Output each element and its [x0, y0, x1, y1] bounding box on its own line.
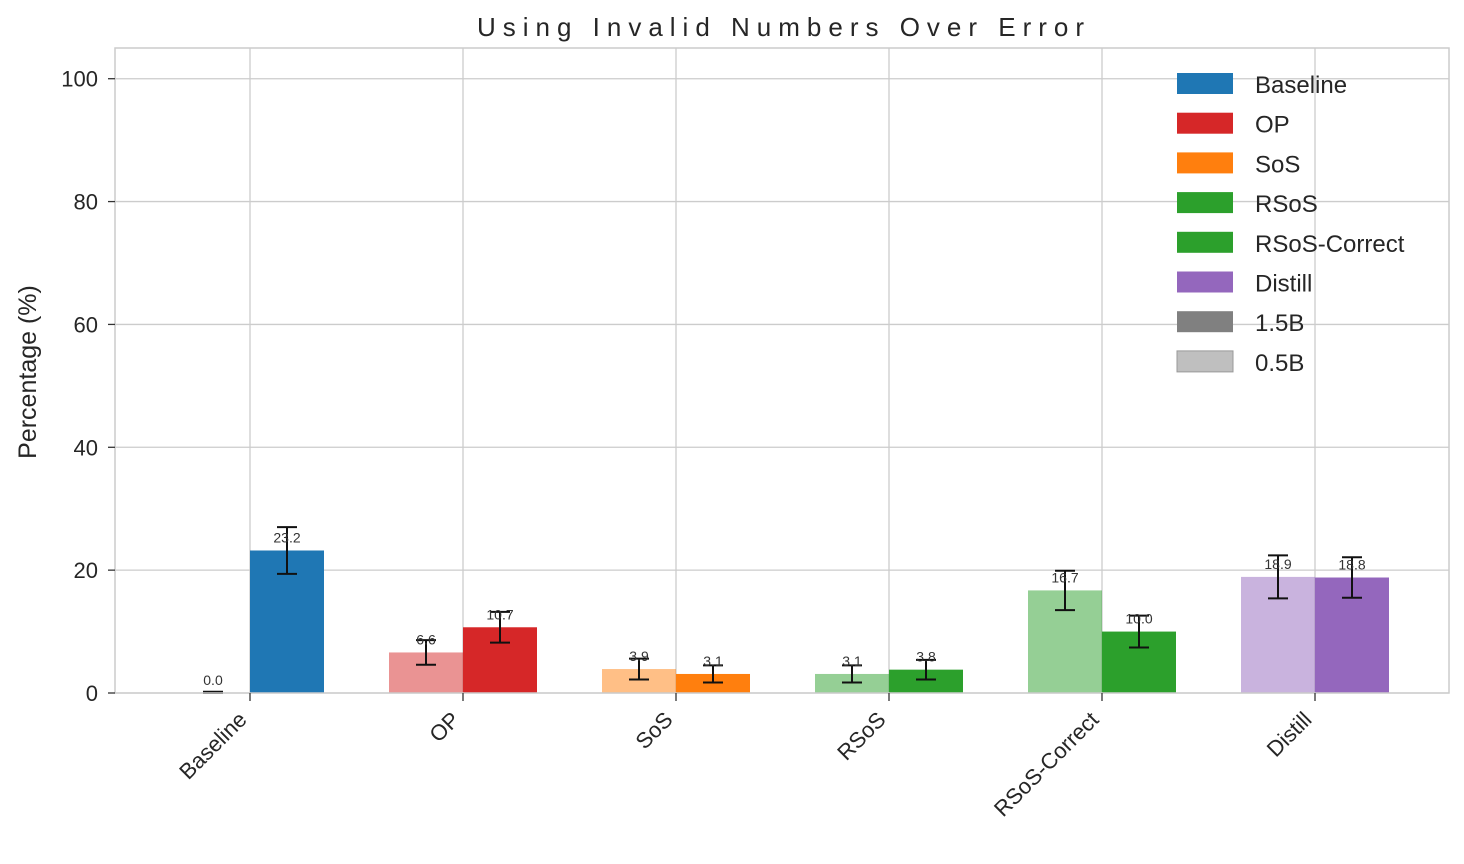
x-axis-ticks: Baseline OP SoS RSoS RSoS-Correct Distill: [174, 693, 1317, 821]
error-bars-group: [203, 526, 1362, 694]
legend-swatch-baseline: [1177, 73, 1233, 94]
legend-label-0-5b: 0.5B: [1255, 350, 1304, 377]
value-label-distill-1-5b: 18.8: [1338, 557, 1365, 573]
value-label-sos-0-5b: 3.9: [629, 648, 649, 664]
x-tick-label-sos: SoS: [630, 707, 677, 754]
legend-label-1-5b: 1.5B: [1255, 310, 1304, 337]
value-label-rsos-correct-1-5b: 10.0: [1125, 611, 1152, 627]
legend-label-baseline: Baseline: [1255, 72, 1347, 99]
legend-swatch-rsos: [1177, 192, 1233, 214]
value-label-op-1-5b: 10.7: [486, 606, 513, 622]
y-tick-label: 0: [86, 681, 98, 706]
legend-label-rsos-correct: RSoS-Correct: [1255, 231, 1405, 258]
value-label-rsos-correct-0-5b: 16.7: [1051, 569, 1078, 585]
chart-title: Using Invalid Numbers Over Error: [477, 12, 1091, 42]
value-label-baseline-0-5b: 0.0: [203, 672, 223, 688]
legend-label-sos: SoS: [1255, 151, 1300, 178]
legend: Baseline OP SoS RSoS RSoS-Correct Distill 1.5B…: [1176, 72, 1405, 377]
y-tick-label: 80: [74, 190, 98, 215]
bars-group: [250, 550, 1389, 693]
y-tick-label: 40: [74, 435, 98, 460]
x-tick-label-rsos-correct: RSoS-Correct: [989, 707, 1103, 821]
value-label-distill-0-5b: 18.9: [1264, 556, 1291, 572]
y-tick-label: 100: [61, 67, 98, 92]
value-labels-group: 0.0 23.2 6.6 10.7 3.9 3.1 3.1 3.8 16.7 10.0 18.9 18…: [203, 529, 1366, 688]
plot-frame: [114, 47, 1450, 694]
value-label-rsos-0-5b: 3.1: [842, 653, 862, 669]
value-label-baseline-1-5b: 23.2: [273, 529, 300, 545]
x-tick-label-baseline: Baseline: [174, 707, 251, 784]
y-axis-label: Percentage (%): [14, 285, 42, 459]
y-tick-label: 60: [74, 312, 98, 337]
grid-lines: [115, 48, 1449, 694]
bar-sos-0-5b: [602, 669, 676, 693]
y-tick-label: 20: [74, 558, 98, 583]
legend-swatch-op: [1177, 112, 1233, 134]
value-label-op-0-5b: 6.6: [416, 631, 436, 647]
legend-swatch-0-5b: [1176, 350, 1234, 373]
x-tick-label-op: OP: [424, 707, 464, 747]
legend-swatch-distill: [1177, 271, 1233, 293]
value-label-sos-1-5b: 3.1: [703, 653, 723, 669]
legend-label-op: OP: [1255, 112, 1290, 139]
x-tick-label-rsos: RSoS: [832, 707, 890, 765]
legend-swatch-sos: [1177, 152, 1233, 174]
legend-swatch-rsos-correct: [1177, 231, 1233, 253]
x-tick-label-distill: Distill: [1262, 707, 1317, 762]
legend-swatch-1-5b: [1177, 311, 1233, 333]
bar-rsos-1-5b: [889, 669, 963, 693]
y-axis-ticks: 0 20 40 60 80 100: [61, 67, 115, 706]
value-label-rsos-1-5b: 3.8: [916, 649, 936, 665]
legend-label-rsos: RSoS: [1255, 191, 1318, 218]
legend-label-distill: Distill: [1255, 271, 1312, 298]
